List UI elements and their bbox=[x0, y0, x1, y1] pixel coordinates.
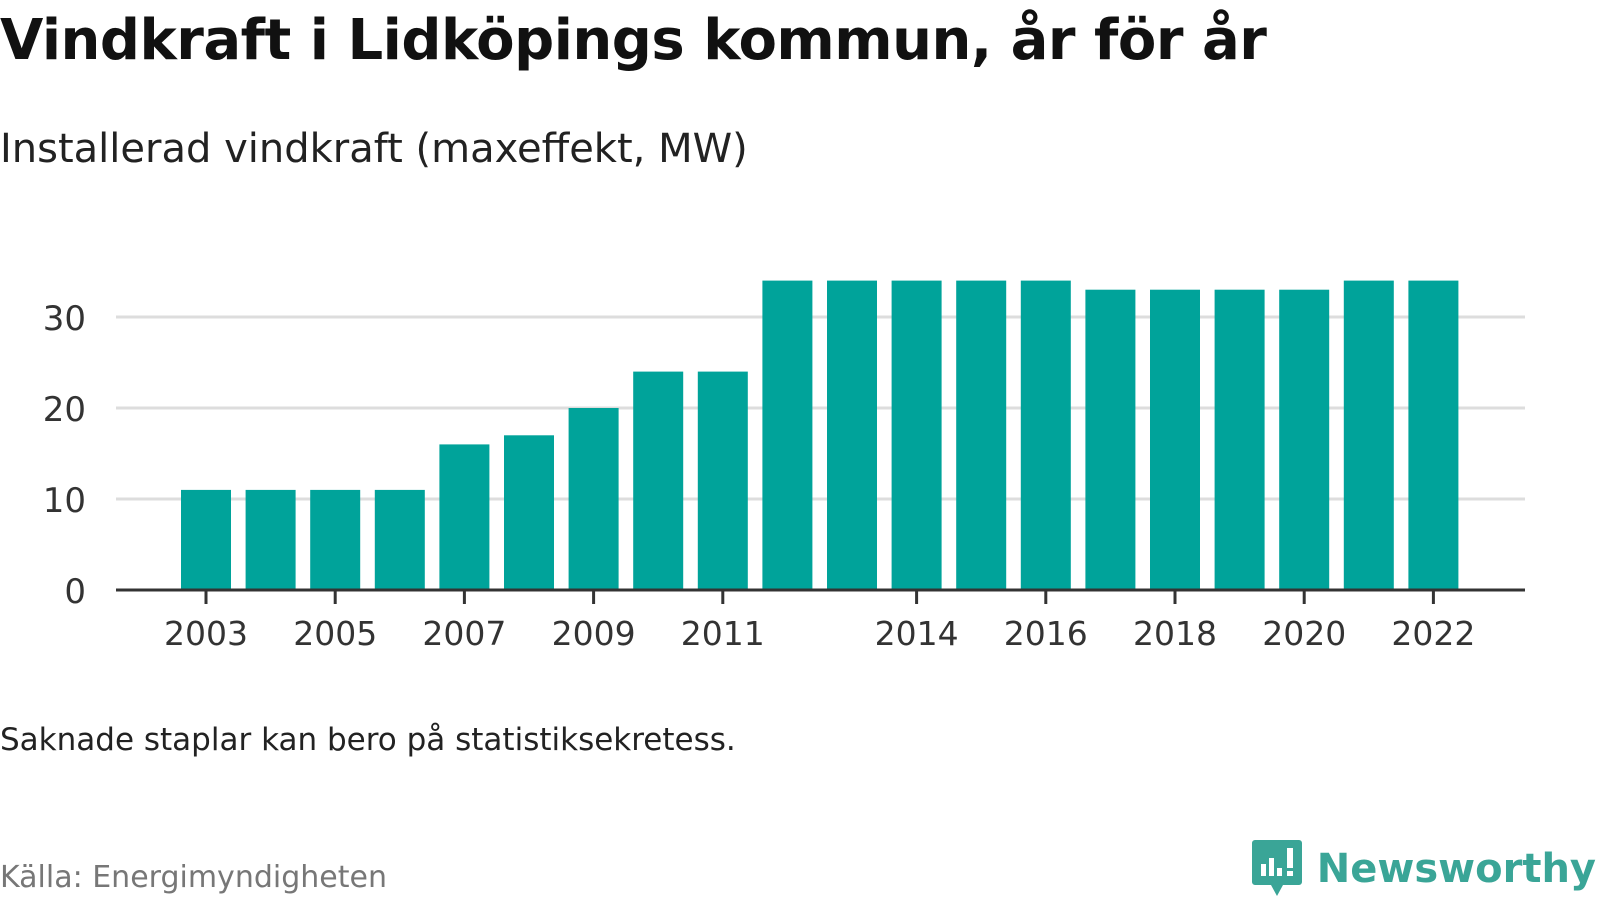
bar-2009 bbox=[568, 408, 619, 590]
x-tick-label: 2016 bbox=[1004, 614, 1088, 653]
axes bbox=[116, 588, 1525, 604]
tick-labels: 0 10 20 30 2003 2005 2007 2009 2011 2014 2016 2018 2… bbox=[43, 299, 1476, 653]
x-tick-label: 2011 bbox=[681, 614, 765, 653]
y-tick-label: 0 bbox=[64, 572, 86, 612]
x-tick-label: 2014 bbox=[875, 614, 959, 653]
x-tick-label: 2005 bbox=[293, 614, 377, 653]
chart-note: Saknade staplar kan bero på statistiksek… bbox=[0, 722, 736, 758]
bar-2018 bbox=[1150, 289, 1200, 590]
brand-name: Newsworthy bbox=[1316, 846, 1596, 892]
y-tick-label: 10 bbox=[43, 481, 86, 521]
bar-chart: 0 10 20 30 2003 2005 2007 2009 2011 2014 2016 2018 2… bbox=[43, 280, 1525, 653]
x-tick-label: 2003 bbox=[164, 614, 248, 653]
y-tick-label: 30 bbox=[43, 299, 86, 339]
bar-2011 bbox=[697, 371, 748, 590]
bar-2006 bbox=[374, 489, 425, 590]
x-tick-label: 2009 bbox=[552, 614, 636, 653]
bar-2013 bbox=[827, 280, 877, 590]
bars bbox=[181, 280, 1459, 590]
bar-2020 bbox=[1279, 289, 1330, 590]
y-tick-label: 20 bbox=[43, 390, 86, 430]
chart-subtitle: Installerad vindkraft (maxeffekt, MW) bbox=[0, 126, 748, 172]
bar-2019 bbox=[1214, 289, 1265, 590]
bar-2010 bbox=[633, 371, 684, 590]
chart-title: Vindkraft i Lidköpings kommun, år för år bbox=[0, 8, 1267, 73]
bar-2021 bbox=[1343, 280, 1394, 590]
newsworthy-logo-icon bbox=[1251, 840, 1302, 896]
bar-2016 bbox=[1020, 280, 1071, 590]
bar-2022 bbox=[1408, 280, 1459, 590]
bar-2008 bbox=[504, 435, 554, 590]
x-tick-label: 2020 bbox=[1262, 614, 1346, 653]
bar-2003 bbox=[181, 489, 231, 590]
bar-2012 bbox=[762, 280, 813, 590]
bar-2017 bbox=[1085, 289, 1136, 590]
bar-2007 bbox=[439, 444, 490, 590]
x-tick-label: 2007 bbox=[422, 614, 506, 653]
x-tick-label: 2018 bbox=[1133, 614, 1217, 653]
bar-2004 bbox=[245, 489, 296, 590]
source-label: Källa: Energimyndigheten bbox=[0, 860, 387, 895]
bar-2005 bbox=[310, 489, 361, 590]
bar-2014 bbox=[891, 280, 942, 590]
newsworthy-brand: Newsworthy bbox=[1251, 838, 1596, 900]
x-tick-label: 2022 bbox=[1391, 614, 1475, 653]
bar-2015 bbox=[956, 280, 1007, 590]
